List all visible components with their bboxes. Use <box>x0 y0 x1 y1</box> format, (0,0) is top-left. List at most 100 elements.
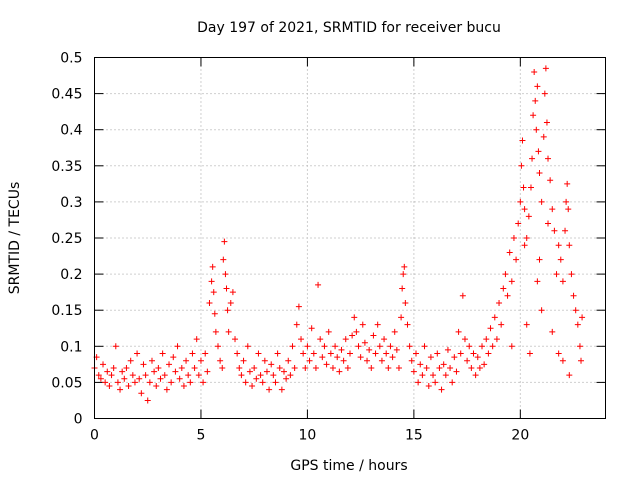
data-point <box>449 379 456 386</box>
y-tick-label: 0.3 <box>60 195 82 211</box>
data-point <box>496 299 503 306</box>
data-point <box>272 379 279 386</box>
data-point <box>206 299 213 306</box>
data-point <box>427 354 434 361</box>
data-point <box>157 375 164 382</box>
data-point <box>510 235 517 241</box>
data-point <box>559 357 566 364</box>
data-point <box>408 357 415 364</box>
data-point <box>104 368 111 375</box>
data-point <box>536 170 543 177</box>
data-point <box>97 375 104 382</box>
data-point <box>140 361 147 368</box>
data-point <box>193 336 200 343</box>
data-point <box>549 328 556 335</box>
data-point <box>402 299 409 306</box>
data-point <box>138 390 145 397</box>
data-point <box>340 357 347 364</box>
data-point <box>285 357 292 364</box>
data-point <box>291 364 298 371</box>
data-point <box>112 343 119 350</box>
data-point <box>434 350 441 357</box>
data-point <box>404 321 411 328</box>
data-point <box>555 242 562 249</box>
data-point <box>541 90 548 97</box>
x-tick-labels: 0 5 10 15 20 <box>90 428 529 444</box>
data-point <box>540 133 547 140</box>
data-point <box>398 314 405 321</box>
data-point <box>119 368 126 375</box>
data-point <box>204 368 211 375</box>
data-point <box>338 346 345 353</box>
data-point <box>168 379 175 386</box>
data-point <box>534 83 541 90</box>
data-point <box>178 364 185 371</box>
data-point <box>236 364 243 371</box>
data-point <box>436 364 443 371</box>
data-point <box>551 227 558 234</box>
data-point <box>576 343 583 350</box>
data-point <box>329 364 336 371</box>
data-point <box>148 357 155 364</box>
data-point <box>498 321 505 328</box>
y-tick-label: 0.5 <box>60 51 82 67</box>
data-point <box>520 184 527 191</box>
data-point <box>240 357 247 364</box>
data-point <box>391 328 398 335</box>
data-point <box>253 375 260 382</box>
data-point <box>289 343 296 350</box>
data-point <box>453 368 460 375</box>
data-point <box>423 364 430 371</box>
data-point <box>127 357 134 364</box>
data-point <box>219 364 226 371</box>
data-point <box>280 368 287 375</box>
data-point <box>527 184 534 191</box>
data-point <box>355 343 362 350</box>
data-point <box>224 307 231 314</box>
data-point <box>553 271 560 278</box>
data-point <box>123 364 130 371</box>
data-point <box>238 372 245 379</box>
data-point <box>153 383 160 390</box>
data-point <box>395 364 402 371</box>
data-point <box>557 256 564 263</box>
data-point <box>461 336 468 343</box>
data-point <box>185 372 192 379</box>
data-point <box>474 354 481 361</box>
data-point <box>214 343 221 350</box>
data-point <box>274 350 281 357</box>
data-point <box>197 357 204 364</box>
data-point <box>172 368 179 375</box>
data-point <box>308 325 315 332</box>
data-point <box>259 379 266 386</box>
y-tick-label: 0.25 <box>51 231 82 247</box>
data-point <box>563 198 570 205</box>
data-point <box>534 278 541 285</box>
data-point <box>536 256 543 263</box>
data-point <box>321 343 328 350</box>
data-point <box>579 314 586 321</box>
data-point <box>176 375 183 382</box>
data-point <box>543 119 550 126</box>
data-point <box>257 372 264 379</box>
data-point <box>225 328 232 335</box>
data-point <box>220 256 227 263</box>
data-point <box>508 343 515 350</box>
data-point <box>562 227 569 234</box>
data-point <box>180 383 187 390</box>
data-point <box>359 321 366 328</box>
data-point <box>357 354 364 361</box>
data-point <box>533 126 540 133</box>
data-point <box>476 364 483 371</box>
data-point <box>378 357 385 364</box>
x-tick-label: 15 <box>405 428 423 444</box>
data-point <box>276 364 283 371</box>
data-point <box>438 386 445 393</box>
data-point <box>444 346 451 353</box>
data-point <box>413 350 420 357</box>
data-point <box>368 364 375 371</box>
data-point <box>106 383 113 390</box>
data-point <box>523 235 530 241</box>
data-point <box>302 364 309 371</box>
data-point <box>545 155 552 162</box>
